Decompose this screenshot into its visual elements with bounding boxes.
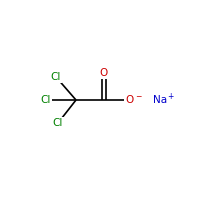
Text: +: + xyxy=(167,92,174,101)
Text: Cl: Cl xyxy=(41,95,51,105)
Text: Cl: Cl xyxy=(51,72,61,82)
Text: Cl: Cl xyxy=(53,118,63,128)
Text: O: O xyxy=(125,95,133,105)
Text: −: − xyxy=(135,92,142,101)
Text: Na: Na xyxy=(153,95,167,105)
Text: O: O xyxy=(100,68,108,78)
